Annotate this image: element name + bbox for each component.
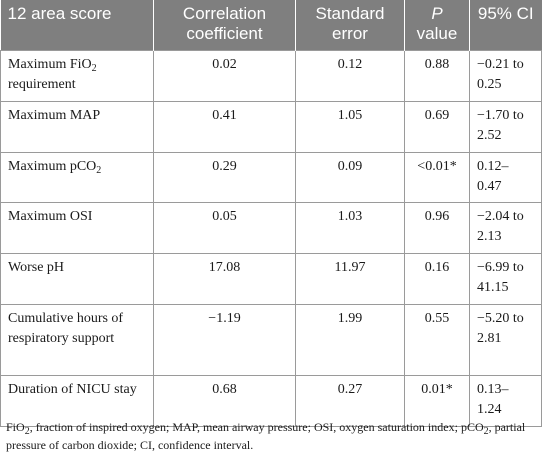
cell-coef: 0.02 — [153, 50, 296, 102]
results-table: 12 area score Correlation coefficient St… — [0, 0, 542, 427]
table-row: Duration of NICU stay 0.68 0.27 0.01* 0.… — [0, 375, 542, 427]
row-label-main: Maximum MAP — [8, 108, 101, 123]
cell-ci: −1.70 to 2.52 — [469, 101, 542, 153]
cell-coef: 0.41 — [153, 101, 296, 153]
cell-p: 0.55 — [404, 304, 470, 376]
row-label: Maximum OSI — [0, 202, 154, 254]
table-row: Maximum pCO2 0.29 0.09 <0.01* 0.12– 0.47 — [0, 152, 542, 203]
table-row: Maximum MAP 0.41 1.05 0.69 −1.70 to 2.52 — [0, 101, 542, 153]
row-label-main: Maximum FiO — [8, 57, 92, 72]
row-label-main: Duration of NICU stay — [8, 382, 137, 397]
row-label-main: Worse pH — [8, 260, 65, 275]
row-label-main: Maximum pCO — [8, 159, 97, 174]
row-label-sub: 2 — [96, 165, 102, 176]
cell-p: 0.88 — [404, 50, 470, 102]
header-std-error: Standard error — [295, 0, 405, 51]
cell-ci: −0.21 to 0.25 — [469, 50, 542, 102]
cell-se: 1.03 — [295, 202, 405, 254]
footnote-fio2: FiO — [6, 420, 25, 434]
row-label-rest: requirement — [8, 77, 76, 92]
cell-p: 0.69 — [404, 101, 470, 153]
cell-se: 1.05 — [295, 101, 405, 153]
header-row: 12 area score Correlation coefficient St… — [0, 0, 542, 51]
table-row: Cumulative hours of respiratory support … — [0, 304, 542, 376]
header-correlation: Correlation coefficient — [153, 0, 296, 51]
header-p-italic: P — [431, 4, 443, 23]
cell-se: 1.99 — [295, 304, 405, 376]
cell-p: 0.96 — [404, 202, 470, 254]
cell-p: <0.01* — [404, 152, 470, 203]
table-footnote: FiO2, fraction of inspired oxygen; MAP, … — [6, 418, 538, 454]
table-container: 12 area score Correlation coefficient St… — [0, 0, 542, 427]
cell-ci: −5.20 to 2.81 — [469, 304, 542, 376]
cell-se: 0.12 — [295, 50, 405, 102]
cell-se: 11.97 — [295, 253, 405, 305]
table-row: Maximum OSI 0.05 1.03 0.96 −2.04 to 2.13 — [0, 202, 542, 254]
footnote-part1: , fraction of inspired oxygen; MAP, mean… — [29, 420, 458, 434]
header-ci: 95% CI — [469, 0, 542, 51]
header-area-score: 12 area score — [0, 0, 154, 51]
row-label-main: Maximum OSI — [8, 209, 93, 224]
footnote-fio2-sub: 2 — [24, 426, 30, 437]
footnote-pco2: pCO — [460, 420, 484, 434]
cell-coef: 0.68 — [153, 375, 296, 427]
cell-coef: 17.08 — [153, 253, 296, 305]
row-label: Maximum FiO2 requirement — [0, 50, 154, 102]
cell-coef: 0.29 — [153, 152, 296, 203]
cell-coef: −1.19 — [153, 304, 296, 376]
cell-ci: −6.99 to 41.15 — [469, 253, 542, 305]
cell-se: 0.09 — [295, 152, 405, 203]
row-label: Worse pH — [0, 253, 154, 305]
row-label: Maximum MAP — [0, 101, 154, 153]
row-label-main: Cumulative hours of respiratory support — [8, 311, 124, 346]
row-label: Maximum pCO2 — [0, 152, 154, 203]
cell-ci: −2.04 to 2.13 — [469, 202, 542, 254]
footnote-part2: , partial pressure of carbon dioxide; CI… — [6, 420, 526, 452]
cell-ci: 0.13– 1.24 — [469, 375, 542, 427]
cell-coef: 0.05 — [153, 202, 296, 254]
row-label: Cumulative hours of respiratory support — [0, 304, 154, 376]
row-label: Duration of NICU stay — [0, 375, 154, 427]
cell-ci: 0.12– 0.47 — [469, 152, 542, 203]
table-row: Worse pH 17.08 11.97 0.16 −6.99 to 41.15 — [0, 253, 542, 305]
header-p-rest: value — [416, 24, 458, 43]
table-row: Maximum FiO2 requirement 0.02 0.12 0.88 … — [0, 50, 542, 102]
cell-p: 0.16 — [404, 253, 470, 305]
row-label-sub: 2 — [91, 63, 97, 74]
footnote-pco2-sub: 2 — [483, 426, 489, 437]
cell-p: 0.01* — [404, 375, 470, 427]
